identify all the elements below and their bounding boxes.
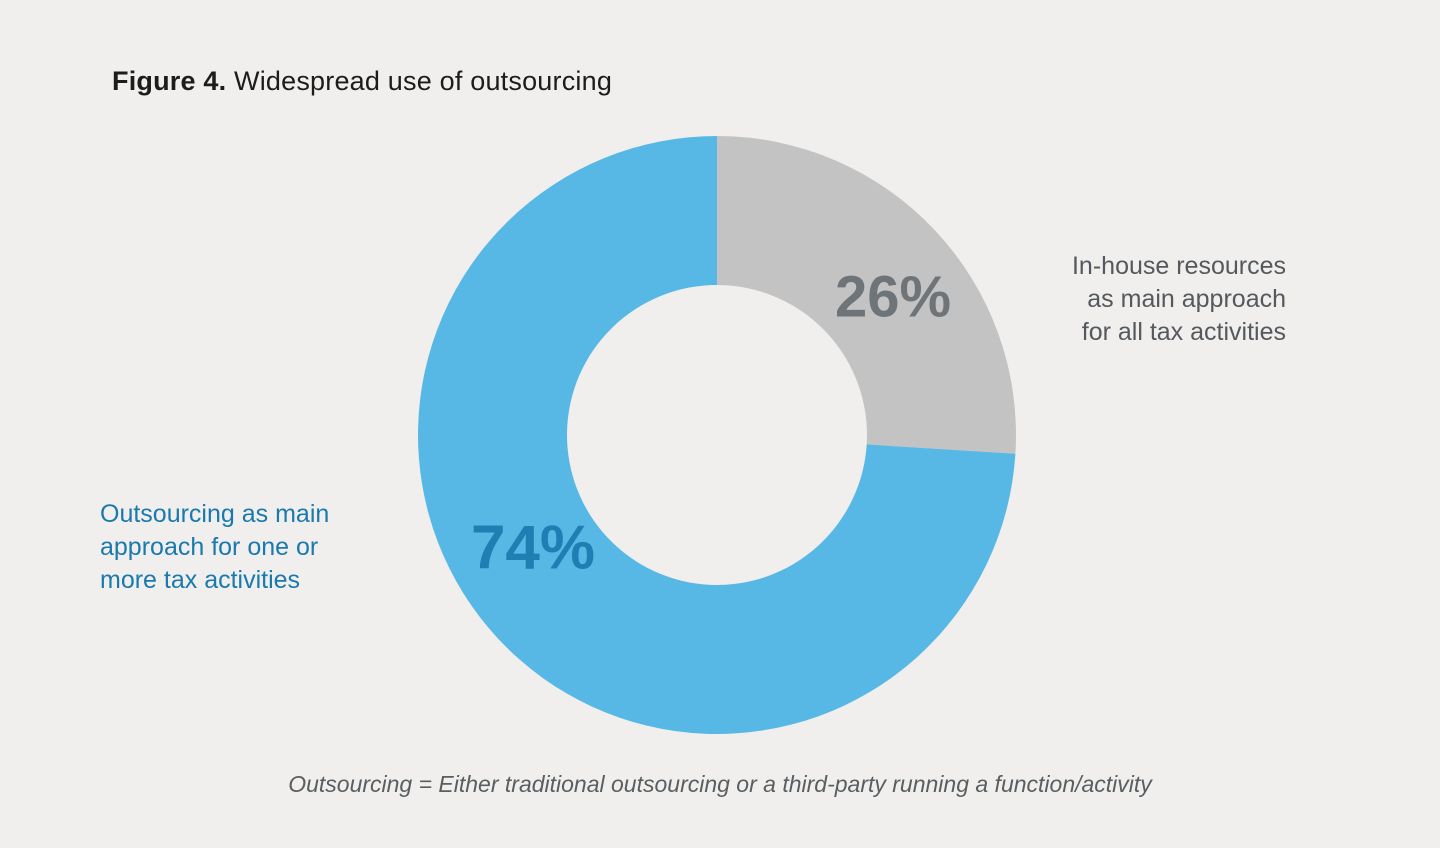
outsourcing-annotation: Outsourcing as main approach for one or … [100, 500, 330, 594]
footnote: Outsourcing = Either traditional outsour… [288, 771, 1152, 797]
figure-title: Figure 4. Widespread use of outsourcing [112, 66, 612, 97]
figure-number: Figure 4. [112, 66, 227, 96]
outsourcing-slice [417, 136, 1016, 734]
donut-svg [417, 136, 1016, 734]
inhouse-percent-label: 26% [834, 264, 952, 330]
figure-caption-text: Widespread use of outsourcing [226, 66, 613, 96]
inhouse-annotation: In-house resources as main approach for … [1071, 252, 1286, 346]
outsourcing-percent-label: 74% [470, 513, 596, 583]
inhouse-slice [717, 136, 1016, 454]
donut-chart [417, 136, 1016, 734]
